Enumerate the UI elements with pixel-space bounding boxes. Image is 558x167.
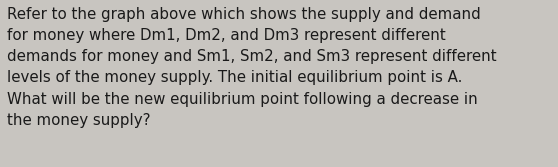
Text: Refer to the graph above which shows the supply and demand
for money where Dm1, : Refer to the graph above which shows the…	[7, 7, 497, 128]
